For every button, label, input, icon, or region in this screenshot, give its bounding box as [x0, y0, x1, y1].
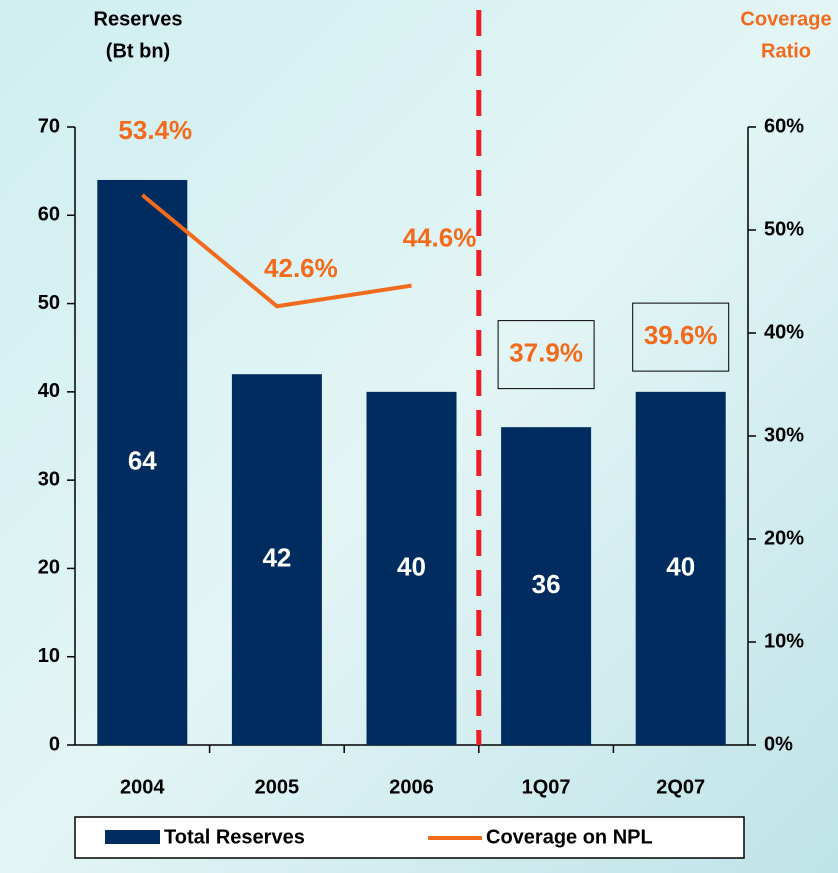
y-tick-label: 70	[38, 115, 60, 137]
y-tick-label: 0	[49, 733, 60, 755]
x-tick-label: 2006	[389, 776, 434, 798]
line-value-label: 37.9%	[509, 338, 583, 368]
y-tick-label: 50	[38, 292, 60, 314]
bar-value-label: 42	[262, 542, 291, 572]
x-tick-label: 2Q07	[656, 776, 705, 798]
y2-tick-label: 40%	[764, 321, 804, 343]
bar-value-label: 40	[666, 551, 695, 581]
y2-tick-label: 30%	[764, 424, 804, 446]
line-value-label: 53.4%	[118, 115, 192, 145]
y-tick-label: 40	[38, 380, 60, 402]
bar-value-label: 64	[128, 445, 157, 475]
y2-axis-title: Ratio	[761, 40, 811, 62]
line-value-label: 42.6%	[264, 253, 338, 283]
bar-value-label: 36	[532, 569, 561, 599]
y2-tick-label: 60%	[764, 115, 804, 137]
y2-tick-label: 50%	[764, 218, 804, 240]
coverage-box	[632, 302, 730, 372]
legend-swatch	[105, 830, 160, 844]
y-tick-label: 10	[38, 645, 60, 667]
bar	[366, 391, 457, 745]
coverage-line	[141, 193, 412, 309]
line-value-label: 44.6%	[403, 222, 477, 252]
x-tick-label: 2004	[120, 776, 165, 798]
y2-tick-label: 10%	[764, 630, 804, 652]
bar	[635, 391, 726, 745]
line-value-label: 39.6%	[644, 320, 718, 350]
x-tick-label: 2005	[255, 776, 300, 798]
y-axis-title: Reserves	[94, 8, 183, 30]
bar	[501, 427, 592, 745]
y2-tick-label: 20%	[764, 527, 804, 549]
coverage-box	[497, 320, 595, 390]
y2-tick-label: 0%	[764, 733, 793, 755]
bar	[97, 179, 188, 745]
y-tick-label: 30	[38, 468, 60, 490]
x-tick-label: 1Q07	[522, 776, 571, 798]
legend-label: Total Reserves	[164, 826, 305, 848]
y2-axis-title: Coverage	[740, 8, 831, 30]
bar-value-label: 40	[397, 551, 426, 581]
y-axis-title: (Bt bn)	[106, 40, 170, 62]
legend-label: Coverage on NPL	[486, 826, 653, 848]
bar	[231, 374, 322, 745]
legend-box	[74, 816, 745, 859]
y-tick-label: 20	[38, 557, 60, 579]
y-tick-label: 60	[38, 204, 60, 226]
